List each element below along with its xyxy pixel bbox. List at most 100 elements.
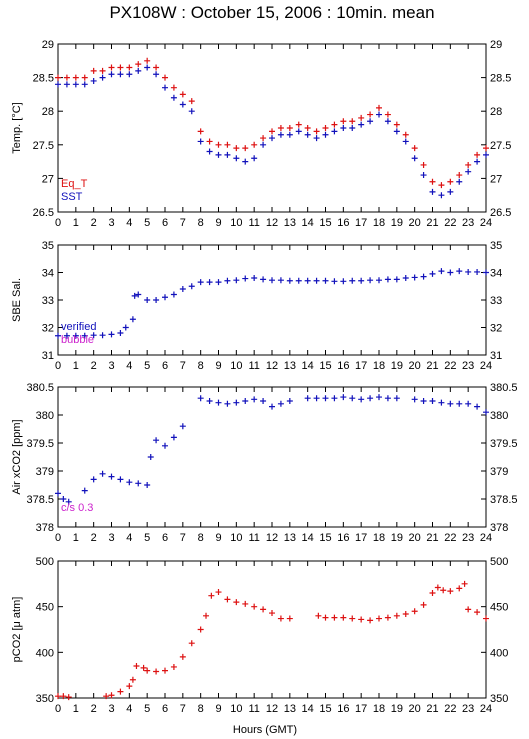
data-point [304, 131, 311, 138]
x-tick-label: 6 [162, 217, 168, 229]
data-point [474, 151, 481, 158]
data-point [197, 395, 204, 402]
y-tick-label-right: 380.5 [490, 382, 518, 394]
data-point [133, 663, 140, 670]
y-axis-label: pCO2 [μ atm] [11, 597, 23, 663]
data-point [197, 279, 204, 286]
data-point [144, 57, 151, 64]
data-point [376, 394, 382, 401]
x-tick-label: 11 [248, 217, 259, 229]
data-point [349, 277, 356, 284]
data-point [55, 490, 61, 497]
data-point [465, 606, 472, 613]
data-point [286, 125, 293, 131]
data-point [179, 423, 186, 430]
data-point [340, 394, 347, 401]
y-tick-label-right: 378.5 [490, 494, 518, 506]
x-tick-label: 9 [215, 703, 221, 715]
x-axis-label: Hours (GMT) [233, 724, 297, 736]
data-point [376, 277, 382, 284]
data-point [393, 612, 400, 619]
data-point [162, 442, 168, 449]
data-point [108, 64, 115, 71]
data-point [313, 128, 320, 135]
data-point [251, 155, 258, 162]
data-point [358, 616, 365, 623]
x-tick-label: 20 [409, 217, 421, 229]
data-point [331, 121, 338, 128]
data-point [117, 688, 124, 695]
y-tick-label-right: 31 [490, 350, 502, 362]
data-point [144, 297, 151, 303]
data-point [456, 400, 463, 407]
data-point [322, 614, 329, 621]
data-point [224, 277, 231, 284]
data-point [420, 601, 427, 608]
x-tick-label: 24 [480, 703, 492, 715]
data-point [384, 276, 391, 283]
data-point [367, 277, 374, 284]
data-point [286, 615, 293, 622]
data-point [135, 61, 142, 68]
data-point [103, 693, 110, 700]
data-point [429, 589, 436, 596]
x-tick-label: 3 [108, 532, 114, 544]
x-tick-label: 7 [180, 217, 186, 229]
x-tick-label: 0 [55, 360, 61, 372]
data-point [483, 409, 489, 416]
data-point [295, 277, 302, 284]
data-point [331, 128, 338, 135]
data-point [99, 74, 106, 81]
data-point [170, 94, 177, 101]
data-point [393, 276, 400, 283]
data-point [367, 617, 374, 624]
y-tick-label-left: 31 [42, 350, 54, 362]
data-point [277, 277, 284, 284]
x-tick-label: 20 [409, 360, 421, 372]
data-point [144, 64, 151, 71]
data-point [170, 663, 177, 670]
data-point [188, 640, 195, 647]
data-point [286, 398, 293, 404]
data-point [322, 131, 329, 138]
data-point [358, 396, 365, 403]
data-point [411, 145, 418, 152]
data-point [438, 192, 445, 199]
x-tick-label: 17 [355, 703, 367, 715]
data-point [447, 178, 454, 185]
x-tick-label: 16 [337, 217, 349, 229]
data-point [340, 118, 347, 125]
panel-1: 0 1 2 3 4 5 6 7 8 9 10 11 12 13 14 15 16 17 18 19 20 21 22 23 24… [11, 39, 511, 229]
data-point [402, 275, 409, 281]
x-tick-label: 18 [373, 217, 385, 229]
x-tick-label: 11 [248, 532, 259, 544]
y-tick-label-left: 379 [36, 466, 54, 478]
x-tick-label: 10 [230, 532, 242, 544]
x-tick-label: 15 [319, 532, 331, 544]
data-point [376, 615, 382, 622]
y-tick-label-right: 379 [490, 466, 508, 478]
data-point [420, 172, 427, 179]
x-tick-label: 5 [144, 360, 150, 372]
data-point [367, 118, 374, 125]
data-point [474, 403, 481, 410]
x-tick-label: 21 [426, 217, 438, 229]
data-point [465, 400, 472, 407]
y-tick-label-left: 35 [42, 240, 54, 252]
x-tick-label: 2 [91, 703, 97, 715]
x-tick-label: 22 [444, 217, 456, 229]
data-point [295, 128, 302, 135]
y-tick-label-right: 28 [490, 106, 502, 118]
x-tick-label: 13 [284, 532, 296, 544]
y-tick-label-left: 380 [36, 410, 54, 422]
data-point [340, 614, 347, 621]
data-point [122, 324, 129, 331]
data-point [315, 612, 322, 619]
x-tick-label: 7 [180, 532, 186, 544]
data-point [269, 610, 275, 617]
y-tick-label-right: 380 [490, 410, 508, 422]
data-point [108, 331, 115, 338]
panel-3: 0 1 2 3 4 5 6 7 8 9 10 11 12 13 14 15 16 17 18 19 20 21 22 23 24… [11, 382, 518, 544]
data-point [367, 395, 374, 402]
x-tick-label: 20 [409, 532, 421, 544]
